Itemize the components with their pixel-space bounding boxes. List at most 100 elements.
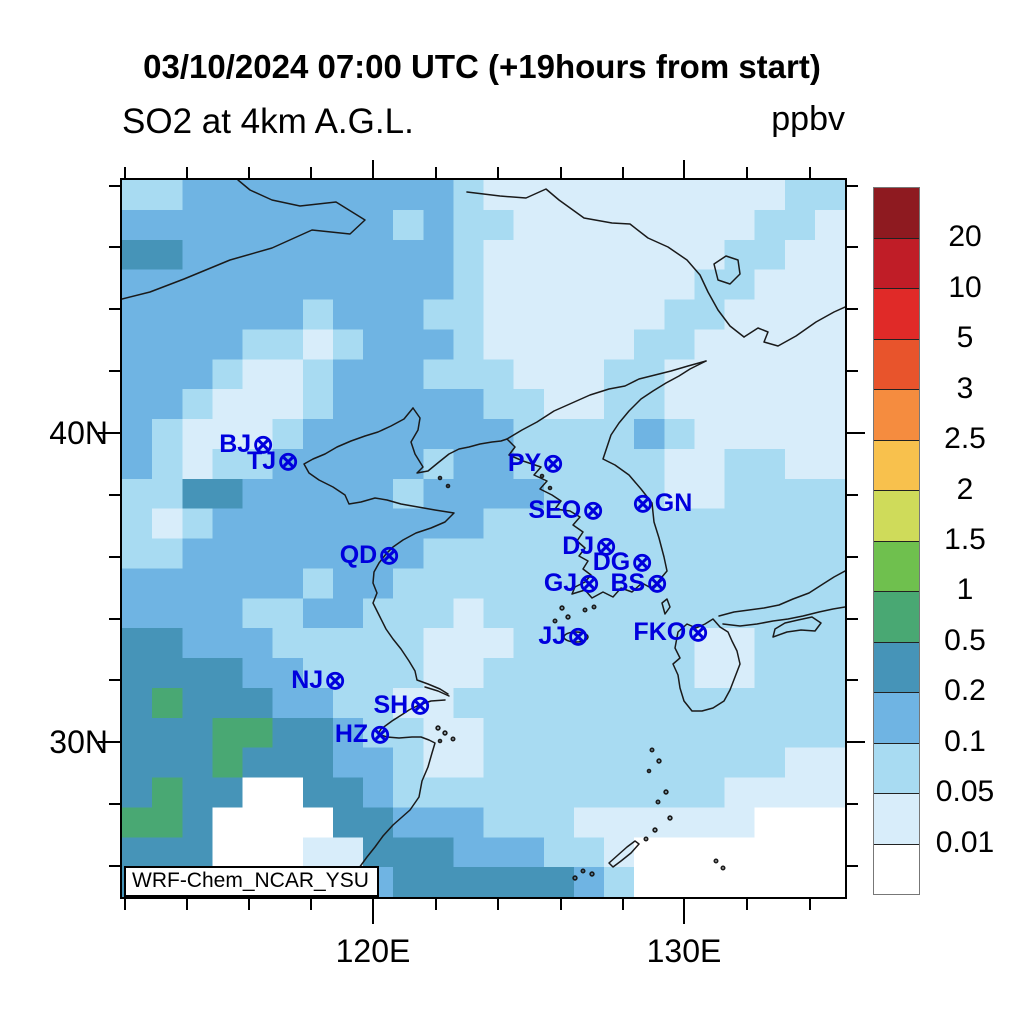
colorbar-segment xyxy=(874,390,919,441)
units-label: ppbv xyxy=(771,100,845,138)
station-marker-icon: ⊗ xyxy=(324,665,346,695)
coast-honshu-south xyxy=(722,606,845,627)
colorbar-segment xyxy=(874,238,919,289)
station-label: DG xyxy=(592,548,631,576)
station-label: GJ xyxy=(543,569,578,597)
station-label: HZ xyxy=(334,720,369,748)
colorbar-segment xyxy=(874,642,919,693)
coast-chongming xyxy=(424,686,450,697)
coast-jeju xyxy=(563,631,589,643)
station-label: SH xyxy=(373,691,409,719)
station-label: DJ xyxy=(562,532,595,560)
station-label: JJ xyxy=(538,622,567,650)
colorbar-tick-label: 0.5 xyxy=(944,623,986,657)
coast-liaodong xyxy=(410,407,508,474)
border-russia-china xyxy=(466,188,745,338)
colorbar xyxy=(873,187,920,895)
colorbar-tick-label: 20 xyxy=(948,220,982,254)
station-marker-icon: ⊗ xyxy=(277,446,299,476)
station-nj: NJ ⊗ xyxy=(291,665,347,695)
station-marker-icon: ⊗ xyxy=(582,495,604,525)
colorbar-segment xyxy=(874,844,919,894)
colorbar-tick-label: 0.2 xyxy=(944,674,986,708)
station-bs: BS ⊗ xyxy=(610,568,669,598)
colorbar-segment xyxy=(874,743,919,794)
station-marker-icon: ⊗ xyxy=(631,547,653,577)
model-label: WRF-Chem_NCAR_YSU xyxy=(124,866,379,897)
station-marker-icon: ⊗ xyxy=(252,429,274,459)
colorbar-tick-label: 1.5 xyxy=(944,523,986,556)
coast-shikoku xyxy=(772,616,822,638)
station-py: PY ⊗ xyxy=(508,448,565,478)
colorbar-tick-label: 10 xyxy=(948,270,982,304)
station-label: BJ xyxy=(219,430,252,458)
x-axis-label-120e: 120E xyxy=(335,933,411,969)
station-marker-icon: ⊗ xyxy=(409,690,431,720)
colorbar-tick-label: 1 xyxy=(956,573,974,607)
border-mongolia xyxy=(122,180,366,300)
coast-china-south xyxy=(340,699,446,897)
station-label: GN xyxy=(654,489,693,517)
coast-tsushima xyxy=(661,598,671,615)
station-label: NJ xyxy=(291,666,324,694)
station-label: PY xyxy=(507,449,542,477)
colorbar-tick-label: 2 xyxy=(956,472,974,506)
station-marker-icon: ⊗ xyxy=(632,488,654,518)
station-jj: JJ ⊗ xyxy=(538,621,590,651)
coast-kyushu xyxy=(672,618,741,712)
station-marker-icon: ⊗ xyxy=(687,617,709,647)
coast-russia xyxy=(743,306,845,347)
coast-korea xyxy=(506,360,707,599)
station-label: SEO xyxy=(528,496,582,524)
variable-title: SO2 at 4km A.G.L. xyxy=(122,102,414,141)
station-dj: DJ ⊗ xyxy=(562,531,618,561)
colorbar-segment xyxy=(874,339,919,390)
lake-khanka xyxy=(713,255,741,285)
station-marker-icon: ⊗ xyxy=(369,719,391,749)
so2-field-grid xyxy=(122,180,845,897)
colorbar-tick-label: 2.5 xyxy=(944,422,986,456)
station-label: TJ xyxy=(247,447,277,475)
station-markers-layer: BJ ⊗ TJ ⊗ QD ⊗ PY ⊗ SEO ⊗ ⊗ GN DJ ⊗ DG ⊗ GJ ⊗ BS ⊗ JJ ⊗ FKO ⊗ NJ… xyxy=(122,180,845,897)
station-marker-icon: ⊗ xyxy=(578,568,600,598)
so2-concentration-field xyxy=(122,180,845,897)
station-fko: FKO ⊗ xyxy=(633,617,710,647)
colorbar-segment xyxy=(874,188,919,239)
colorbar-segment xyxy=(874,541,919,592)
colorbar-segment xyxy=(874,592,919,643)
figure-title: 03/10/2024 07:00 UTC (+19hours from star… xyxy=(143,48,821,85)
y-axis-label-30n: 30N xyxy=(49,724,108,760)
station-label: QD xyxy=(339,541,378,569)
colorbar-tick-label: 0.01 xyxy=(935,825,995,859)
colorbar-segment xyxy=(874,440,919,491)
colorbar-tick-label: 0.1 xyxy=(944,724,986,758)
station-label: FKO xyxy=(633,618,687,646)
station-label: BS xyxy=(610,569,646,597)
station-marker-icon: ⊗ xyxy=(542,448,564,478)
station-seo: SEO ⊗ xyxy=(528,495,605,525)
colorbar-segment xyxy=(874,794,919,845)
station-dg: DG ⊗ xyxy=(593,547,654,577)
small-islands xyxy=(435,473,726,881)
coast-okinawa xyxy=(608,840,640,868)
colorbar-segment xyxy=(874,289,919,340)
colorbar-tick-label: 3 xyxy=(956,371,974,405)
border-korea-china xyxy=(506,360,707,440)
station-qd: QD ⊗ xyxy=(340,540,401,570)
station-marker-icon: ⊗ xyxy=(646,568,668,598)
station-sh: SH ⊗ xyxy=(373,690,432,720)
station-tj: TJ ⊗ xyxy=(247,446,300,476)
station-marker-icon: ⊗ xyxy=(595,531,617,561)
station-gn: ⊗ GN xyxy=(631,488,692,518)
station-hz: HZ ⊗ xyxy=(335,719,392,749)
x-axis-label-130e: 130E xyxy=(646,933,722,969)
station-gj: GJ ⊗ xyxy=(544,568,601,598)
station-marker-icon: ⊗ xyxy=(567,621,589,651)
coastlines-and-borders xyxy=(122,180,845,897)
map-panel: BJ ⊗ TJ ⊗ QD ⊗ PY ⊗ SEO ⊗ ⊗ GN DJ ⊗ DG ⊗ GJ ⊗ BS ⊗ JJ ⊗ FKO ⊗ NJ… xyxy=(120,178,847,899)
coast-honshu-north xyxy=(718,570,845,617)
station-marker-icon: ⊗ xyxy=(378,540,400,570)
colorbar-segment xyxy=(874,693,919,744)
station-bj: BJ ⊗ xyxy=(219,429,275,459)
